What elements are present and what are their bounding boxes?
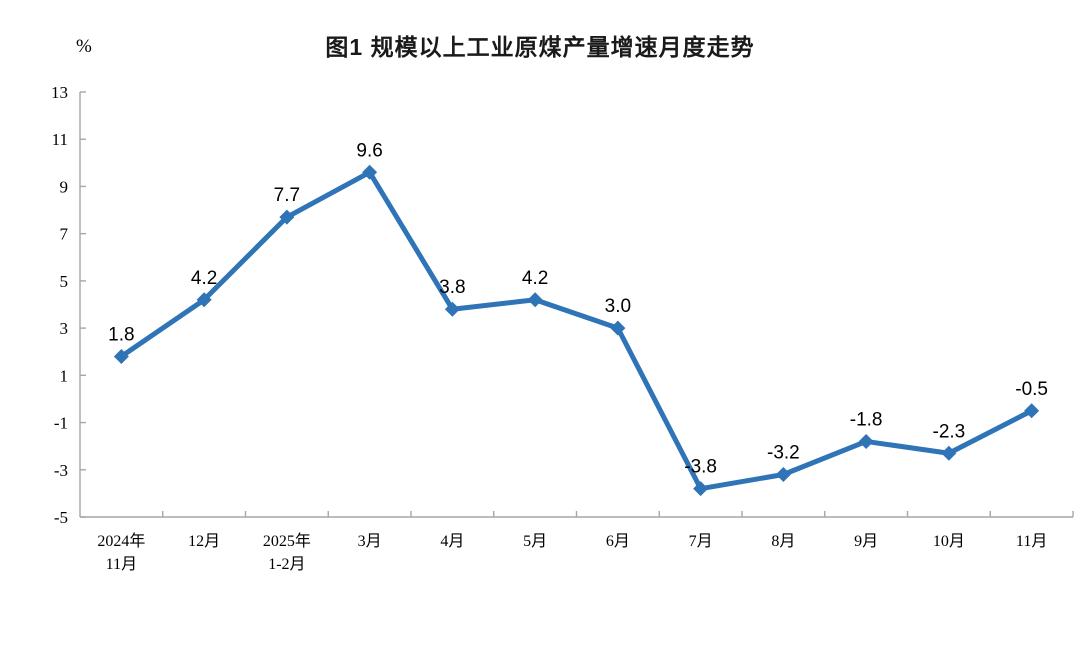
y-axis-tick-label: 7	[60, 225, 69, 244]
data-point-marker	[858, 433, 874, 449]
x-axis-category-label: 11月	[1016, 533, 1047, 550]
x-axis-category-label: 10月	[933, 533, 965, 550]
data-point-marker	[113, 348, 129, 364]
data-point-label: -0.5	[1015, 379, 1048, 400]
data-point-label: 7.7	[274, 185, 300, 206]
y-axis-tick-label: -5	[54, 508, 68, 527]
data-point-marker	[1024, 403, 1040, 419]
y-axis-tick-label: 13	[51, 83, 68, 102]
x-axis-category-label: 2024年	[97, 532, 145, 550]
x-axis-category-label: 11月	[106, 556, 137, 573]
x-axis-category-label: 4月	[440, 533, 464, 550]
y-axis-tick-label: 1	[60, 366, 69, 385]
data-series-line	[118, 169, 1035, 492]
data-point-marker	[527, 292, 543, 308]
x-axis-category-label: 5月	[523, 533, 547, 550]
x-axis-category-label: 9月	[854, 533, 878, 550]
y-axis-tick-label: 3	[60, 319, 69, 338]
data-point-label: 4.2	[191, 268, 217, 289]
y-axis-tick-label: -1	[54, 414, 68, 433]
y-axis-tick-label: 11	[52, 130, 68, 149]
y-axis-tick-label: 9	[60, 177, 69, 196]
data-point-marker	[775, 467, 791, 482]
data-point-label: 4.2	[522, 268, 548, 289]
data-point-marker	[279, 209, 295, 225]
x-axis-category-label: 2025年	[263, 532, 311, 550]
x-axis-category-label: 6月	[606, 533, 630, 550]
data-point-label: -3.2	[767, 443, 800, 464]
x-axis-category-label: 12月	[188, 533, 220, 550]
data-point-marker	[444, 301, 460, 317]
x-axis-category-label: 1-2月	[268, 556, 305, 573]
y-axis-unit-label: %	[76, 36, 92, 57]
data-point-label: 3.8	[439, 277, 465, 298]
data-point-marker	[693, 481, 709, 497]
data-point-label: -2.3	[933, 421, 966, 442]
y-axis-tick-label: 5	[60, 272, 69, 291]
x-axis-category-label: 8月	[771, 533, 795, 550]
data-point-marker	[610, 320, 626, 336]
data-point-label: 9.6	[356, 140, 382, 161]
chart-title: 图1 规模以上工业原煤产量增速月度走势	[325, 34, 755, 60]
data-point-marker	[362, 164, 378, 180]
data-point-marker	[196, 292, 212, 308]
data-point-label: 1.8	[108, 324, 134, 345]
data-point-label: -1.8	[850, 409, 883, 430]
data-point-marker	[941, 445, 957, 461]
data-point-label: -3.8	[684, 457, 717, 478]
y-axis-tick-label: -3	[54, 461, 68, 480]
data-point-label: 3.0	[605, 296, 631, 317]
x-axis-category-label: 7月	[689, 533, 713, 550]
x-axis-category-label: 3月	[358, 533, 382, 550]
